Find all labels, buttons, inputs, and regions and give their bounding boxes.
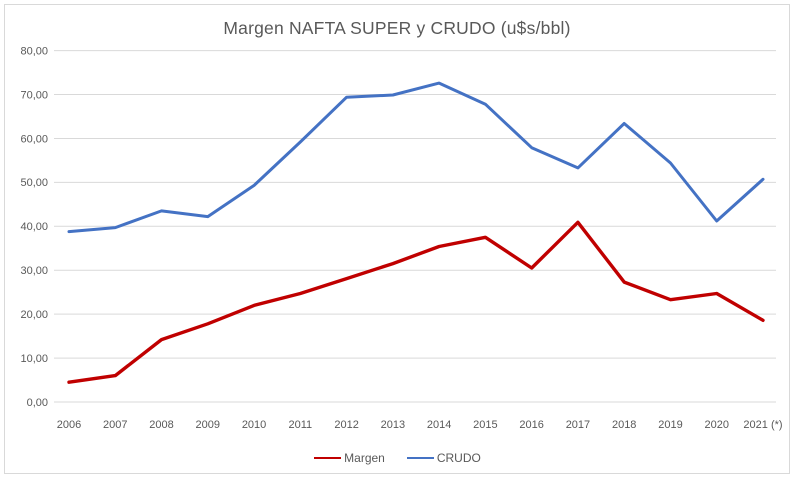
y-axis-tick-label: 80,00 [20, 45, 48, 57]
x-axis-tick-label: 2018 [612, 419, 636, 431]
x-axis-tick-label: 2012 [334, 419, 358, 431]
x-axis-tick-label: 2013 [381, 419, 405, 431]
chart-legend: Margen CRUDO [0, 449, 795, 467]
y-axis-tick-label: 20,00 [20, 309, 48, 321]
series-line-margen [67, 220, 765, 384]
x-axis-tick-label: 2010 [242, 419, 266, 431]
x-axis-tick-label: 2016 [519, 419, 543, 431]
y-axis-tick-label: 40,00 [20, 221, 48, 233]
y-axis-tick-label: 10,00 [20, 353, 48, 365]
y-axis-tick-label: 0,00 [27, 397, 48, 409]
legend-line-sample-crudo [406, 456, 434, 460]
x-axis-tick-label: 2021 (*) [743, 419, 782, 431]
x-axis-tick-label: 2014 [427, 419, 451, 431]
legend-item-crudo: CRUDO [406, 451, 481, 465]
y-axis-tick-label: 70,00 [20, 89, 48, 101]
y-axis-tick-label: 50,00 [20, 177, 48, 189]
legend-label: CRUDO [436, 451, 481, 465]
chart-title: Margen NAFTA SUPER y CRUDO (u$s/bbl) [223, 18, 571, 38]
legend-label: Margen [344, 451, 385, 465]
legend-item-margen: Margen [314, 451, 385, 465]
chart-frame[interactable]: Margen NAFTA SUPER y CRUDO (u$s/bbl) [4, 4, 790, 474]
legend-line-sample-margen [314, 456, 342, 460]
x-axis-tick-label: 2019 [658, 419, 682, 431]
x-axis-tick-label: 2017 [566, 419, 590, 431]
x-axis-tick-label: 2020 [704, 419, 728, 431]
y-axis-tick-label: 30,00 [20, 265, 48, 277]
series-line-crudo [67, 81, 765, 234]
y-axis-tick-label: 60,00 [20, 133, 48, 145]
x-axis-tick-label: 2006 [57, 419, 81, 431]
x-axis-tick-label: 2015 [473, 419, 497, 431]
x-axis-tick-label: 2008 [149, 419, 173, 431]
x-axis-tick-label: 2009 [196, 419, 220, 431]
x-axis-tick-label: 2007 [103, 419, 127, 431]
x-axis-tick-label: 2011 [289, 419, 313, 431]
